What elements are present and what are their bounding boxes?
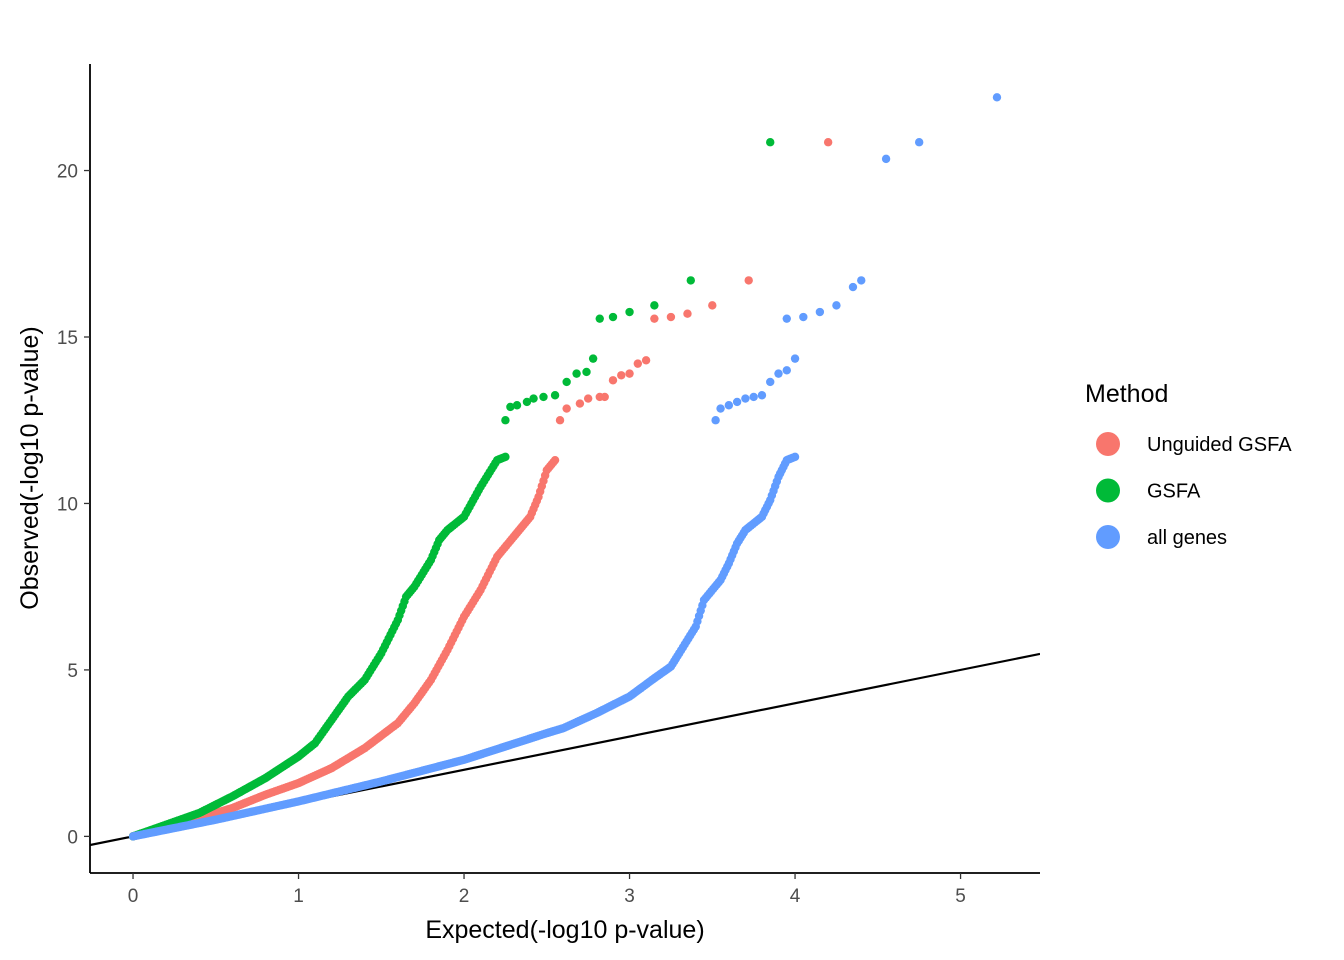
legend-label: all genes <box>1147 527 1227 549</box>
legend-key <box>1096 432 1120 456</box>
x-axis-title: Expected(-log10 p-value) <box>425 916 704 944</box>
data-point <box>608 376 618 385</box>
legend-items: Unguided GSFA GSFA all genes <box>1096 432 1292 549</box>
y-tick-label: 5 <box>67 661 78 682</box>
y-tick-label: 10 <box>57 494 78 515</box>
data-point <box>782 314 791 323</box>
data-point <box>625 369 634 378</box>
data-point <box>992 93 1002 102</box>
data-point <box>522 397 532 407</box>
data-point <box>539 392 548 402</box>
legend: Method Unguided GSFA GSFA all genes <box>1085 380 1292 549</box>
x-tick-label: 3 <box>624 886 635 907</box>
data-point <box>823 138 833 147</box>
data-point <box>550 391 560 400</box>
y-tick-label: 0 <box>67 827 78 848</box>
data-point <box>848 282 858 292</box>
data-point <box>562 404 571 413</box>
data-point <box>650 314 659 323</box>
y-tick-label: 20 <box>57 162 78 183</box>
x-tick-label: 2 <box>459 886 470 907</box>
data-point <box>782 366 791 375</box>
data-point <box>595 314 604 323</box>
data-point <box>512 401 522 410</box>
y-axis-title: Observed(-log10 p-value) <box>16 326 44 609</box>
legend-key <box>1096 525 1120 549</box>
data-point <box>501 416 510 425</box>
data-point <box>583 394 593 403</box>
data-point <box>757 391 767 400</box>
data-point <box>572 369 581 378</box>
data-point <box>529 394 538 403</box>
data-point <box>790 354 800 363</box>
data-point <box>790 452 800 462</box>
data-point <box>766 138 775 147</box>
series-gsfa <box>128 138 775 841</box>
y-ticks: 0 5 10 15 20 <box>57 162 90 848</box>
legend-item: Unguided GSFA <box>1096 432 1292 456</box>
data-point <box>562 377 571 387</box>
data-point <box>506 402 515 412</box>
data-point <box>641 356 651 365</box>
data-point <box>686 276 695 285</box>
data-point <box>732 397 742 407</box>
x-tick-label: 1 <box>293 886 304 907</box>
x-tick-label: 4 <box>790 886 801 907</box>
legend-title: Method <box>1085 380 1168 408</box>
data-point <box>608 312 618 322</box>
data-point <box>774 369 783 378</box>
points-layer <box>128 93 1002 841</box>
data-point <box>683 309 692 318</box>
legend-key <box>1096 478 1120 503</box>
legend-label: Unguided GSFA <box>1147 434 1292 456</box>
legend-label: GSFA <box>1147 481 1201 503</box>
data-point <box>881 154 891 164</box>
data-point <box>708 301 717 310</box>
x-ticks: 0 1 2 3 4 5 <box>128 873 966 907</box>
data-point <box>582 367 591 377</box>
data-point <box>555 416 565 425</box>
data-point <box>857 276 866 285</box>
legend-item: GSFA <box>1096 478 1201 503</box>
data-point <box>799 312 808 322</box>
data-point <box>575 399 585 408</box>
data-point <box>815 307 825 317</box>
data-point <box>711 416 720 425</box>
data-point <box>501 452 510 462</box>
data-point <box>914 138 924 147</box>
legend-item: all genes <box>1096 525 1227 549</box>
x-tick-label: 0 <box>128 886 139 907</box>
x-tick-label: 5 <box>955 886 966 907</box>
data-point <box>617 371 626 380</box>
data-point <box>832 301 841 310</box>
y-tick-label: 15 <box>57 328 78 349</box>
series-all-genes <box>128 93 1002 841</box>
data-point <box>625 307 634 317</box>
data-point <box>716 404 725 413</box>
data-point <box>650 301 659 310</box>
data-point <box>600 392 609 402</box>
data-point <box>550 455 560 465</box>
data-point <box>724 401 734 410</box>
data-point <box>666 312 676 322</box>
data-point <box>633 359 643 368</box>
data-point <box>749 392 758 402</box>
data-point <box>744 276 753 285</box>
data-point <box>588 354 598 363</box>
data-point <box>741 394 750 403</box>
data-point <box>766 377 775 387</box>
